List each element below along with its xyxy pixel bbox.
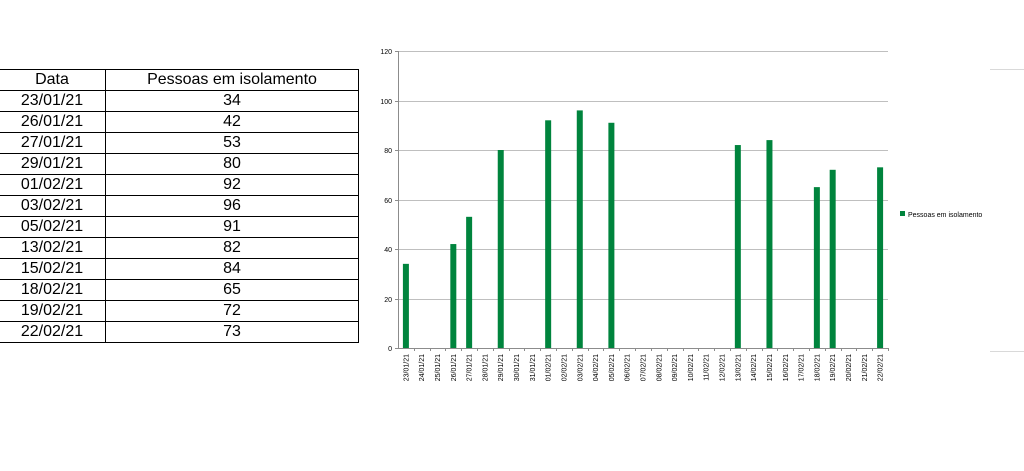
table-row: 01/02/21 92 [0, 174, 359, 196]
table-row: 22/02/21 73 [0, 321, 359, 343]
x-tick-label: 10/02/21 [688, 354, 695, 381]
y-tick-label: 120 [380, 49, 392, 56]
table-row: 18/02/21 65 [0, 279, 359, 301]
x-tick-label: 06/02/21 [625, 354, 632, 381]
x-tick-label: 25/01/21 [435, 354, 442, 381]
bar [497, 150, 504, 348]
y-tick-label: 20 [384, 297, 392, 304]
legend-label: Pessoas em isolamento [908, 212, 982, 219]
x-tick-label: 12/02/21 [720, 354, 727, 381]
data-table: Data Pessoas em isolamento 23/01/21 34 26/… [0, 69, 359, 343]
x-tick-label: 17/02/21 [799, 354, 806, 381]
bar [466, 216, 473, 348]
x-tick-label: 26/01/21 [451, 354, 458, 381]
bar [829, 169, 836, 348]
x-tick-label: 09/02/21 [672, 354, 679, 381]
date-cell: 13/02/21 [0, 237, 106, 259]
gridlines [398, 51, 888, 300]
x-tick-label: 08/02/21 [656, 354, 663, 381]
x-tick-label: 27/01/21 [467, 354, 474, 381]
date-cell: 27/01/21 [0, 132, 106, 154]
x-tick-label: 03/02/21 [577, 354, 584, 381]
date-cell: 22/02/21 [0, 321, 106, 343]
x-tick-label: 31/01/21 [530, 354, 537, 381]
table-row: 15/02/21 84 [0, 258, 359, 280]
x-tick-label: 19/02/21 [830, 354, 837, 381]
x-tick-label: 01/02/21 [546, 354, 553, 381]
y-tick-labels: 0 20 40 60 80 100 120 [380, 49, 392, 353]
bar [545, 120, 552, 348]
people-cell: 92 [105, 174, 359, 196]
bar [576, 110, 583, 349]
x-tick-label: 13/02/21 [735, 354, 742, 381]
x-tick-label: 07/02/21 [641, 354, 648, 381]
bar [877, 167, 884, 348]
people-cell: 34 [105, 90, 359, 112]
date-cell: 26/01/21 [0, 111, 106, 133]
x-tick-label: 29/01/21 [498, 354, 505, 381]
bar [608, 122, 615, 349]
y-tick-label: 60 [384, 198, 392, 205]
x-tick-label: 24/01/21 [419, 354, 426, 381]
x-tick-label: 14/02/21 [751, 354, 758, 381]
panel-edge-line-bottom [990, 351, 1024, 352]
x-tick-label: 21/02/21 [862, 354, 869, 381]
x-tick-label: 02/02/21 [561, 354, 568, 381]
y-tick-label: 80 [384, 148, 392, 155]
x-tick-label: 15/02/21 [767, 354, 774, 381]
x-tick-label: 30/01/21 [514, 354, 521, 381]
x-tick-label: 20/02/21 [846, 354, 853, 381]
people-cell: 73 [105, 321, 359, 343]
x-tick-label: 11/02/21 [704, 354, 711, 381]
x-tick-labels: 23/01/21 24/01/21 25/01/21 26/01/21 27/01/21… [403, 354, 884, 381]
y-tick-label: 40 [384, 247, 392, 254]
date-cell: 19/02/21 [0, 300, 106, 322]
bars [402, 110, 884, 349]
table-row: 23/01/21 34 [0, 90, 359, 112]
axes [395, 51, 889, 351]
x-tick-label: 18/02/21 [814, 354, 821, 381]
table-row: 27/01/21 53 [0, 132, 359, 154]
x-tick-label: 28/01/21 [482, 354, 489, 381]
table-body: 23/01/21 34 26/01/21 42 27/01/21 53 29/01/21 80… [0, 90, 359, 343]
bar [450, 244, 457, 348]
x-tick-label: 23/01/21 [403, 354, 410, 381]
panel-edge-line-top [990, 69, 1024, 70]
bar [402, 263, 409, 348]
legend-swatch [900, 211, 905, 216]
table-row: 03/02/21 96 [0, 195, 359, 217]
x-tick-label: 04/02/21 [593, 354, 600, 381]
date-cell: 29/01/21 [0, 153, 106, 175]
x-tick-label: 16/02/21 [783, 354, 790, 381]
x-tick-label: 05/02/21 [609, 354, 616, 381]
bar [766, 140, 773, 348]
legend: Pessoas em isolamento [900, 211, 982, 219]
y-tick-label: 100 [380, 99, 392, 106]
date-cell: 03/02/21 [0, 195, 106, 217]
y-tick-label: 0 [388, 346, 392, 353]
bar [813, 187, 820, 348]
x-tick-label: 22/02/21 [878, 354, 885, 381]
bar [734, 145, 741, 348]
